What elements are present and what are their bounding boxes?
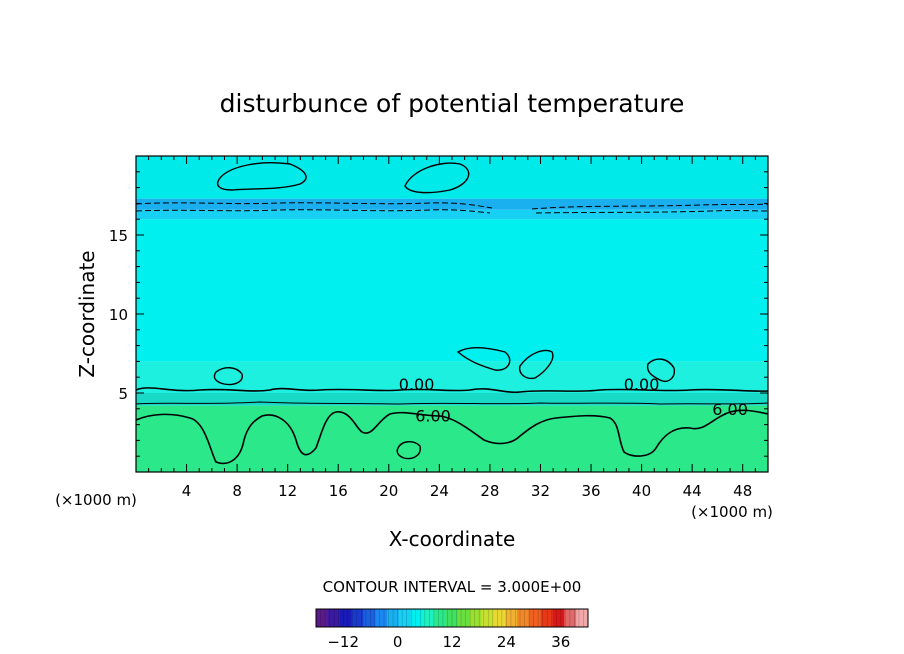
colorbar-swatch-9 bbox=[422, 609, 435, 627]
contour-negative-2 bbox=[136, 209, 491, 214]
contour-blob-top-1 bbox=[216, 162, 307, 191]
colorbar-swatch-1 bbox=[327, 609, 340, 627]
colorbar-swatch-3 bbox=[351, 609, 364, 627]
contour-lines bbox=[136, 162, 768, 465]
contour-labels: 0.00 0.00 6.00 6.00 bbox=[399, 375, 748, 426]
y-tick-label-2: 15 bbox=[109, 227, 128, 245]
contour-negative-3 bbox=[531, 203, 768, 210]
contour-blob-mid-2 bbox=[519, 349, 554, 380]
contour-label-0: 0.00 bbox=[399, 375, 435, 394]
y-axis-title: Z-coordinate bbox=[75, 250, 99, 377]
colorbar-swatch-5 bbox=[375, 609, 388, 627]
layer-1 bbox=[136, 393, 768, 406]
x-tick-label-5: 24 bbox=[430, 482, 449, 500]
x-tick-label-0: 4 bbox=[182, 482, 192, 500]
colorbar-tick-label-0: −12 bbox=[327, 633, 359, 651]
colorbar-frame bbox=[315, 608, 589, 628]
colorbar-swatch-17 bbox=[517, 609, 530, 627]
colorbar-tick-label-1: 0 bbox=[393, 633, 403, 651]
colorbar-swatch-20 bbox=[552, 609, 565, 627]
colorbar: −12 0 12 24 36 bbox=[315, 608, 589, 651]
contour-label-1: 0.00 bbox=[624, 375, 660, 394]
x-tick-label-3: 16 bbox=[329, 482, 348, 500]
contour-blob-low-1 bbox=[396, 441, 421, 460]
x-axis-title: X-coordinate bbox=[389, 527, 516, 551]
x-tick-label-6: 28 bbox=[480, 482, 499, 500]
x-tick-label-7: 32 bbox=[531, 482, 550, 500]
x-tick-label-9: 40 bbox=[632, 482, 651, 500]
chart-title: disturbunce of potential temperature bbox=[220, 89, 685, 118]
colorbar-swatch-6 bbox=[386, 609, 400, 627]
contour-label-3: 6.00 bbox=[712, 400, 748, 419]
colorbar-swatch-2 bbox=[339, 609, 352, 627]
colorbar-swatch-8 bbox=[410, 609, 423, 627]
colorbar-tick-label-2: 12 bbox=[442, 633, 461, 651]
y-tick-label-0: 5 bbox=[118, 385, 128, 403]
colorbar-swatch-21 bbox=[564, 609, 577, 627]
colorbar-swatch-14 bbox=[481, 609, 494, 627]
colorbar-swatch-19 bbox=[540, 609, 553, 627]
y-tick-label-1: 10 bbox=[109, 306, 128, 324]
x-tick-label-8: 36 bbox=[581, 482, 600, 500]
colorbar-swatch-16 bbox=[505, 609, 518, 627]
x-tick-label-4: 20 bbox=[379, 482, 398, 500]
contour-label-2: 6.00 bbox=[415, 406, 451, 425]
contour-blob-top-2 bbox=[404, 162, 470, 194]
contour-zero bbox=[136, 387, 768, 394]
colorbar-tick-label-3: 24 bbox=[497, 633, 516, 651]
contour-blob-mid-1 bbox=[456, 347, 511, 371]
contour-blob-low-2 bbox=[213, 367, 243, 386]
colorbar-swatch-12 bbox=[457, 609, 471, 627]
colorbar-swatch-15 bbox=[493, 609, 506, 627]
colorbar-swatch-0 bbox=[316, 609, 329, 627]
x-tick-label-10: 44 bbox=[683, 482, 702, 500]
layer-5 bbox=[136, 198, 768, 210]
colorbar-swatch-11 bbox=[446, 609, 459, 627]
x-tick-label-2: 12 bbox=[278, 482, 297, 500]
layer-4 bbox=[136, 209, 768, 220]
x-tick-label-11: 48 bbox=[733, 482, 752, 500]
contour-negative-1 bbox=[136, 202, 493, 209]
contour-blob-mid-3 bbox=[646, 358, 675, 382]
colorbar-tick-label-4: 36 bbox=[551, 633, 570, 651]
layer-2 bbox=[136, 361, 768, 393]
colorbar-swatch-13 bbox=[469, 609, 482, 627]
contour-thin bbox=[136, 401, 768, 405]
x-unit-left: (×1000 m) bbox=[55, 491, 137, 509]
colorbar-swatch-22 bbox=[576, 609, 589, 627]
colorbar-swatch-10 bbox=[434, 609, 447, 627]
contour-negative-4 bbox=[535, 210, 768, 214]
contour-six bbox=[136, 409, 768, 465]
x-tick-label-1: 8 bbox=[232, 482, 242, 500]
colorbar-swatch-18 bbox=[528, 609, 541, 627]
layer-3 bbox=[136, 219, 768, 362]
colorbar-swatch-7 bbox=[398, 609, 411, 627]
contour-interval-label: CONTOUR INTERVAL = 3.000E+00 bbox=[323, 578, 582, 596]
colorbar-swatch-4 bbox=[363, 609, 376, 627]
x-unit-right: (×1000 m) bbox=[691, 503, 773, 521]
